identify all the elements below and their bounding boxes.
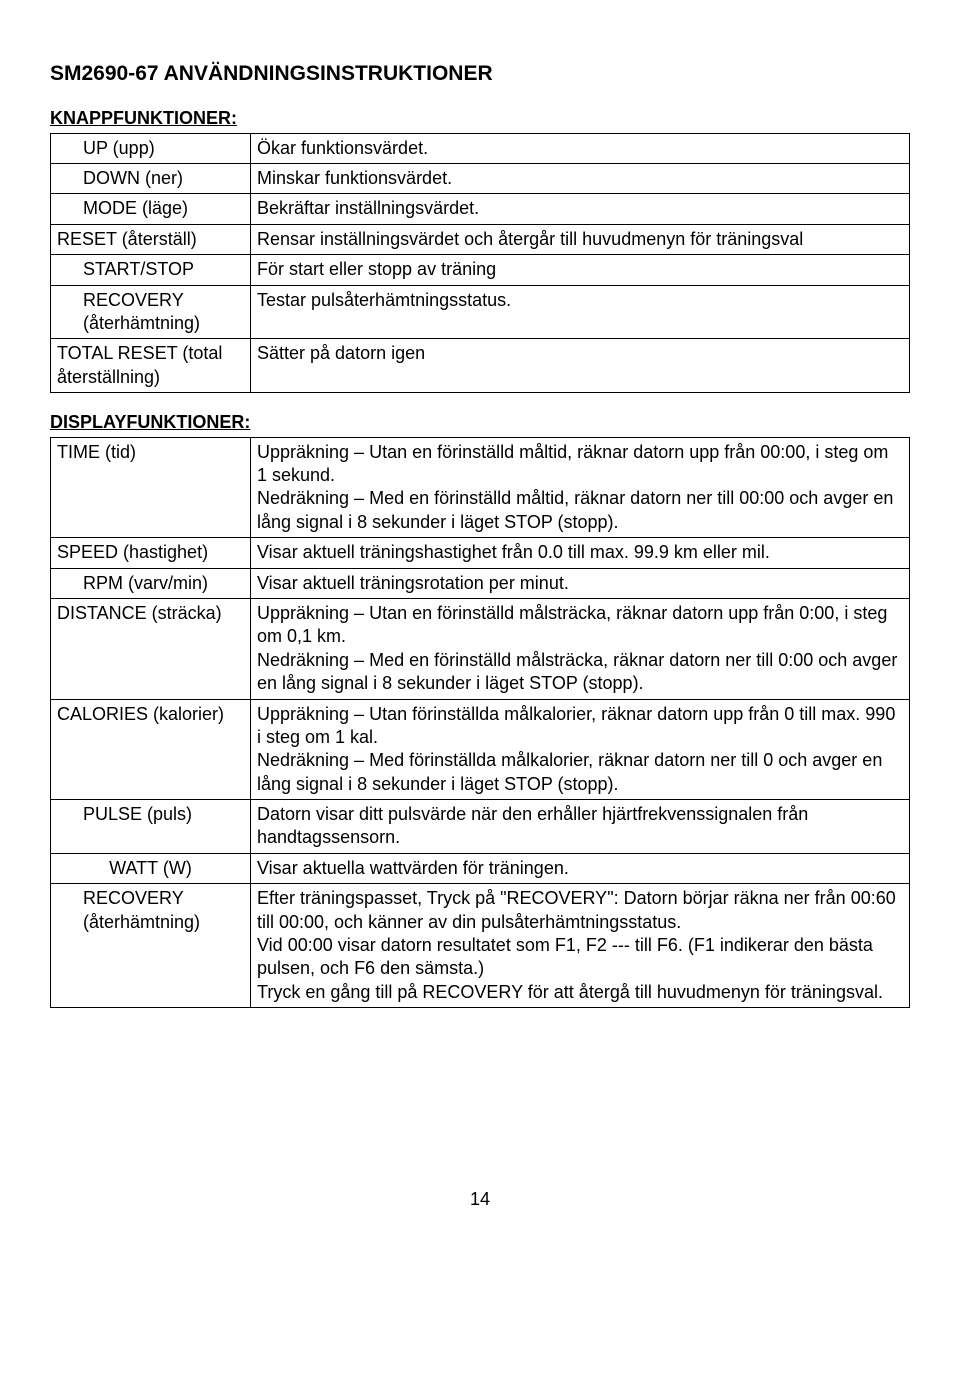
table-row: CALORIES (kalorier) Uppräkning – Utan fö…: [51, 699, 910, 800]
knapp-desc: Sätter på datorn igen: [251, 339, 910, 393]
display-desc: Uppräkning – Utan en förinställd måltid,…: [251, 437, 910, 538]
table-row: PULSE (puls) Datorn visar ditt pulsvärde…: [51, 800, 910, 854]
table-row: TOTAL RESET (total återställning) Sätter…: [51, 339, 910, 393]
table-row: WATT (W) Visar aktuella wattvärden för t…: [51, 853, 910, 883]
display-desc: Datorn visar ditt pulsvärde när den erhå…: [251, 800, 910, 854]
page-number: 14: [50, 1188, 910, 1211]
table-row: MODE (läge) Bekräftar inställningsvärdet…: [51, 194, 910, 224]
table-row: UP (upp) Ökar funktionsvärdet.: [51, 133, 910, 163]
display-label: DISTANCE (sträcka): [57, 603, 222, 623]
display-desc: Uppräkning – Utan förinställda målkalori…: [251, 699, 910, 800]
knapp-label: START/STOP: [57, 258, 194, 281]
knapp-table: UP (upp) Ökar funktionsvärdet. DOWN (ner…: [50, 133, 910, 394]
knapp-desc: Rensar inställningsvärdet och återgår ti…: [251, 224, 910, 254]
table-row: SPEED (hastighet) Visar aktuell tränings…: [51, 538, 910, 568]
knapp-label: DOWN (ner): [57, 167, 183, 190]
display-desc: Visar aktuella wattvärden för träningen.: [251, 853, 910, 883]
knapp-label: UP (upp): [57, 137, 155, 160]
knapp-desc: Bekräftar inställningsvärdet.: [251, 194, 910, 224]
table-row: DISTANCE (sträcka) Uppräkning – Utan en …: [51, 598, 910, 699]
knapp-desc: Testar pulsåterhämtningsstatus.: [251, 285, 910, 339]
table-row: RECOVERY (återhämtning) Testar pulsåterh…: [51, 285, 910, 339]
display-desc: Efter träningspasset, Tryck på "RECOVERY…: [251, 884, 910, 1008]
knapp-desc: Minskar funktionsvärdet.: [251, 164, 910, 194]
display-desc: Uppräkning – Utan en förinställd målsträ…: [251, 598, 910, 699]
knapp-label: MODE (läge): [57, 197, 188, 220]
knapp-desc: För start eller stopp av träning: [251, 255, 910, 285]
table-row: RPM (varv/min) Visar aktuell träningsrot…: [51, 568, 910, 598]
knapp-label: RESET (återställ): [57, 229, 197, 249]
page-title: SM2690-67 ANVÄNDNINGSINSTRUKTIONER: [50, 60, 910, 87]
table-row: RESET (återställ) Rensar inställningsvär…: [51, 224, 910, 254]
display-label: TIME (tid): [57, 442, 136, 462]
display-heading: DISPLAYFUNKTIONER:: [50, 411, 910, 434]
table-row: RECOVERY (återhämtning) Efter träningspa…: [51, 884, 910, 1008]
knapp-heading: KNAPPFUNKTIONER:: [50, 107, 910, 130]
display-label: PULSE (puls): [57, 803, 192, 826]
table-row: START/STOP För start eller stopp av trän…: [51, 255, 910, 285]
display-table: TIME (tid) Uppräkning – Utan en förinstä…: [50, 437, 910, 1009]
display-desc: Visar aktuell träningshastighet från 0.0…: [251, 538, 910, 568]
display-label: SPEED (hastighet): [57, 542, 208, 562]
knapp-label: TOTAL RESET (total återställning): [57, 343, 222, 386]
display-label: WATT (W): [57, 857, 244, 880]
knapp-label: RECOVERY (återhämtning): [57, 289, 244, 336]
display-label: CALORIES (kalorier): [57, 704, 224, 724]
display-label: RECOVERY (återhämtning): [57, 887, 244, 934]
table-row: DOWN (ner) Minskar funktionsvärdet.: [51, 164, 910, 194]
knapp-desc: Ökar funktionsvärdet.: [251, 133, 910, 163]
display-desc: Visar aktuell träningsrotation per minut…: [251, 568, 910, 598]
table-row: TIME (tid) Uppräkning – Utan en förinstä…: [51, 437, 910, 538]
display-label: RPM (varv/min): [57, 572, 208, 595]
